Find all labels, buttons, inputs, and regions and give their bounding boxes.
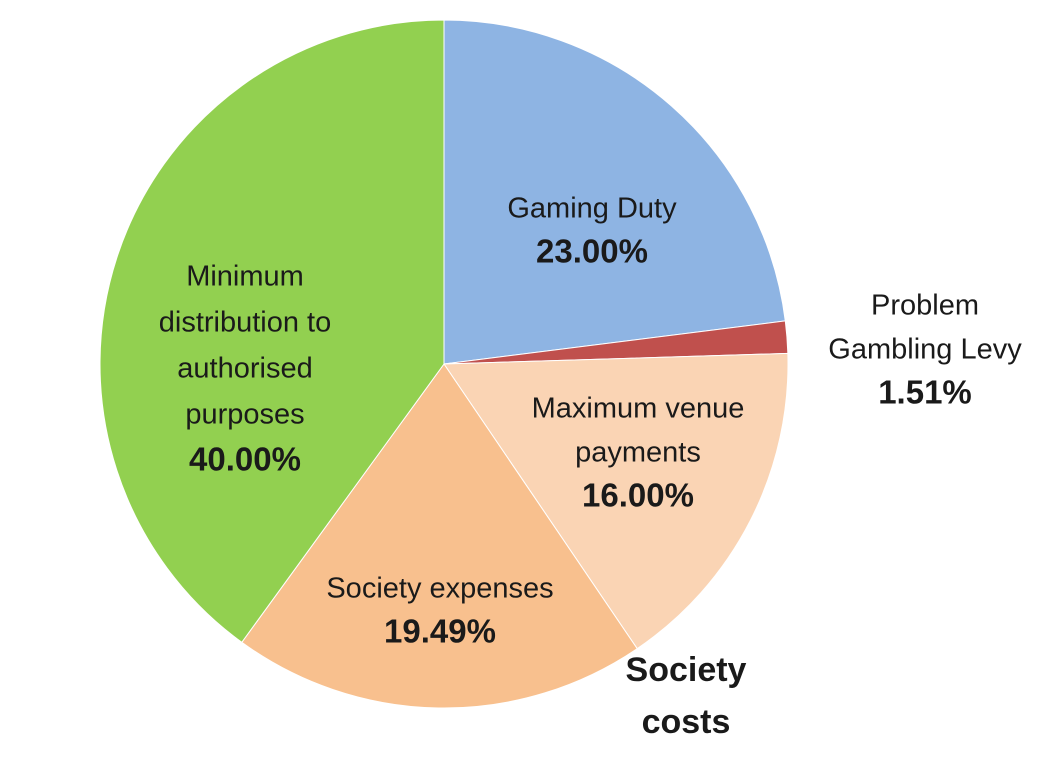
- slice-value-label: 40.00%: [189, 441, 301, 478]
- slice-label-line: authorised: [177, 353, 312, 385]
- slice-maximum-venue-payments: [443, 352, 789, 650]
- slice-label-line: Maximum venue: [532, 393, 745, 425]
- slice-label-line: Gaming Duty: [507, 193, 677, 225]
- slice-value-label: 19.49%: [384, 613, 496, 650]
- group-annotation-society-costs: Society costs: [626, 651, 747, 741]
- label-problem-gambling-levy: Problem Gambling Levy 1.51%: [828, 290, 1022, 411]
- slice-label-line: payments: [575, 437, 701, 469]
- slice-label-line: Minimum: [186, 261, 304, 293]
- group-annotation-line: costs: [642, 703, 731, 741]
- slice-label-line: Problem: [871, 290, 979, 322]
- slice-society-expenses: [241, 363, 638, 709]
- slice-value-label: 23.00%: [536, 233, 648, 270]
- slice-value-label: 1.51%: [878, 374, 972, 411]
- label-minimum-distribution-to-authorised-purposes: Minimum distribution to authorised purposes…: [159, 261, 332, 478]
- pie-labels: Gaming Duty 23.00% Problem Gambling Levy 1.5…: [159, 193, 1022, 741]
- slice-label-line: purposes: [185, 399, 304, 431]
- group-annotation-line: Society: [626, 651, 747, 689]
- label-maximum-venue-payments: Maximum venue payments 16.00%: [532, 393, 745, 514]
- slice-gaming-duty: [443, 19, 786, 365]
- slice-minimum-distribution-to-authorised-purposes: [99, 19, 445, 643]
- label-society-expenses: Society expenses 19.49%: [326, 573, 553, 650]
- pie-slices: [99, 19, 789, 709]
- slice-label-line: Gambling Levy: [828, 334, 1022, 366]
- slice-label-line: distribution to: [159, 307, 332, 339]
- slice-label-line: Society expenses: [326, 573, 553, 605]
- label-gaming-duty: Gaming Duty 23.00%: [507, 193, 677, 270]
- slice-value-label: 16.00%: [582, 477, 694, 514]
